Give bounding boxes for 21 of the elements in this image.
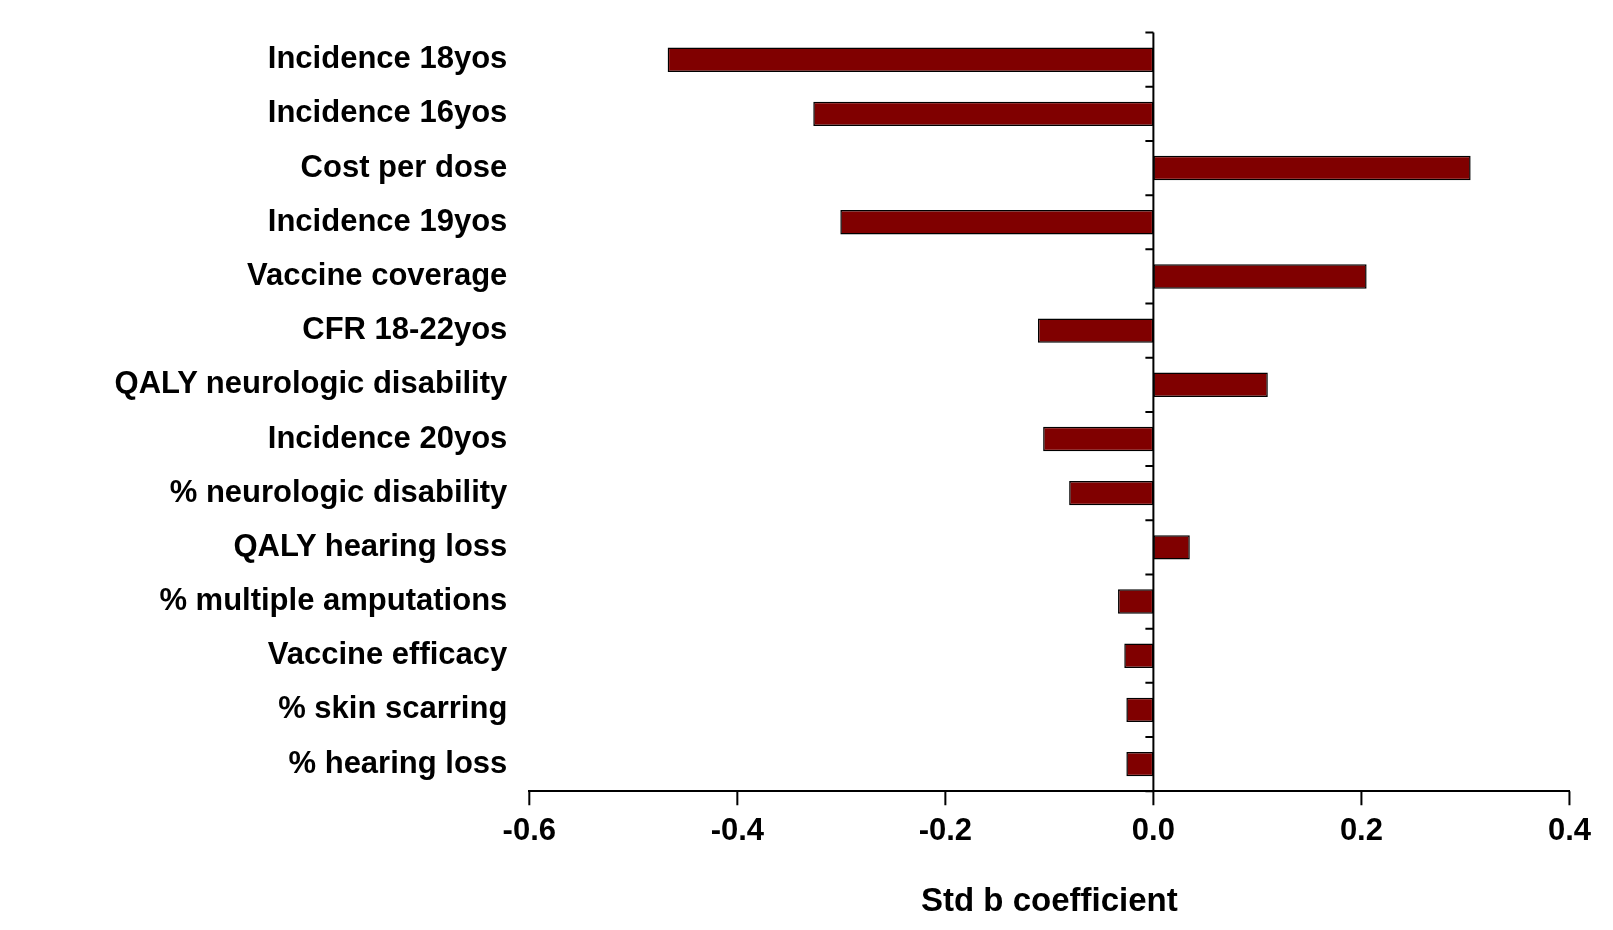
x-tick-label: 0.4 — [1547, 812, 1592, 848]
x-tick-label: 0.0 — [1131, 812, 1175, 848]
y-tick-label: Incidence 19yos — [267, 202, 508, 238]
y-tick-label: QALY hearing loss — [233, 527, 508, 563]
y-tick-label: Incidence 18yos — [267, 40, 508, 76]
y-tick-label: % hearing loss — [288, 744, 508, 780]
y-tick-label: Incidence 20yos — [267, 419, 508, 455]
y-tick-label: QALY neurologic disability — [114, 365, 509, 401]
y-tick-label: % neurologic disability — [169, 473, 509, 509]
y-tick-label: Vaccine efficacy — [267, 636, 509, 672]
y-tick-label: Vaccine coverage — [247, 256, 508, 292]
y-tick-label: Cost per dose — [300, 148, 508, 184]
x-axis-title: Std b coefficient — [921, 881, 1178, 919]
y-tick-label: Incidence 16yos — [267, 94, 508, 130]
x-tick-label: -0.6 — [502, 812, 557, 848]
y-tick-label: CFR 18-22yos — [302, 311, 508, 347]
x-tick-label: 0.2 — [1339, 812, 1383, 848]
y-tick-label: % multiple amputations — [159, 582, 508, 618]
x-tick-label: -0.4 — [710, 812, 765, 848]
y-tick-label: % skin scarring — [278, 690, 508, 726]
x-tick-label: -0.2 — [918, 812, 973, 848]
